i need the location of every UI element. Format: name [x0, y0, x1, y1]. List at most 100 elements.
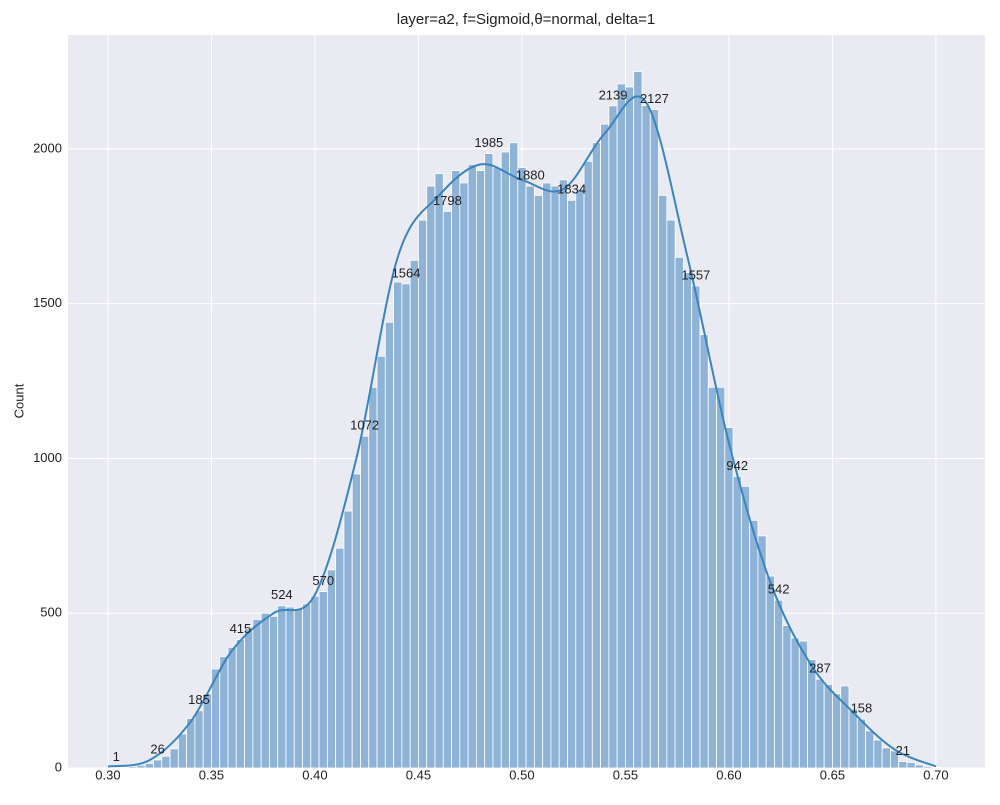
- y-tick-label: 2000: [33, 140, 62, 155]
- bar: [336, 548, 344, 768]
- bar: [625, 87, 633, 768]
- y-tick-label: 0: [55, 759, 62, 774]
- value-label: 524: [271, 587, 293, 602]
- bar: [319, 592, 327, 768]
- bar: [344, 511, 352, 768]
- bar: [808, 660, 816, 768]
- value-label: 1798: [433, 193, 462, 208]
- y-tick-label: 1500: [33, 295, 62, 310]
- bar: [932, 767, 940, 768]
- bar: [278, 606, 286, 768]
- value-label: 1985: [474, 135, 503, 150]
- bar: [692, 286, 700, 768]
- x-tick-label: 0.30: [95, 767, 120, 782]
- bar: [774, 600, 782, 768]
- bar: [245, 629, 253, 768]
- bar: [443, 211, 451, 768]
- value-label: 26: [150, 741, 164, 756]
- value-label: 1880: [516, 167, 545, 182]
- bar: [501, 152, 509, 768]
- bar: [228, 647, 236, 768]
- bar: [294, 609, 302, 768]
- bar: [899, 761, 907, 768]
- x-tick-label: 0.55: [613, 767, 638, 782]
- y-tick-label: 500: [40, 605, 62, 620]
- bar: [584, 161, 592, 768]
- y-tick-label: 1000: [33, 450, 62, 465]
- bar: [261, 613, 269, 768]
- bar: [468, 164, 476, 768]
- bar: [874, 740, 882, 768]
- x-tick-label: 0.35: [199, 767, 224, 782]
- bar: [153, 760, 161, 768]
- bar: [385, 322, 393, 768]
- bar: [758, 536, 766, 768]
- value-label: 287: [809, 661, 831, 676]
- value-label: 1557: [681, 267, 710, 282]
- bar: [799, 641, 807, 768]
- bar: [791, 638, 799, 768]
- bar: [253, 619, 261, 768]
- bar: [849, 709, 857, 768]
- bar: [427, 186, 435, 768]
- bar: [857, 719, 865, 768]
- value-label: 2127: [640, 91, 669, 106]
- bar: [741, 486, 749, 768]
- bar: [311, 596, 319, 768]
- bar: [402, 284, 410, 768]
- x-tick-label: 0.60: [716, 767, 741, 782]
- bar: [750, 520, 758, 768]
- value-label: 570: [312, 573, 334, 588]
- bar: [476, 171, 484, 768]
- bar: [369, 387, 377, 768]
- value-label: 2139: [599, 87, 628, 102]
- bar: [650, 110, 658, 768]
- bar: [460, 183, 468, 768]
- bar: [783, 626, 791, 768]
- value-label: 185: [188, 692, 210, 707]
- bar: [526, 186, 534, 768]
- bar: [286, 607, 294, 768]
- bar: [592, 143, 600, 768]
- bar: [220, 657, 228, 768]
- bar: [435, 174, 443, 768]
- bar: [816, 679, 824, 768]
- y-axis-label: Count: [11, 383, 26, 418]
- value-label: 415: [230, 621, 252, 636]
- bar: [534, 195, 542, 768]
- value-label: 1: [113, 749, 120, 764]
- bar: [352, 474, 360, 768]
- value-label: 542: [768, 582, 790, 597]
- bar: [824, 684, 832, 768]
- chart-title: layer=a2, f=Sigmoid,θ=normal, delta=1: [397, 11, 656, 28]
- value-label: 942: [726, 458, 748, 473]
- bar: [700, 335, 708, 768]
- bar: [601, 124, 609, 768]
- bar: [725, 428, 733, 768]
- bar: [485, 154, 493, 768]
- x-tick-label: 0.65: [820, 767, 845, 782]
- bar: [518, 167, 526, 768]
- bar: [360, 436, 368, 768]
- bar: [766, 576, 774, 768]
- bar: [145, 763, 153, 768]
- value-label: 1834: [557, 182, 586, 197]
- bar: [609, 106, 617, 768]
- bar: [559, 180, 567, 768]
- bar: [733, 476, 741, 768]
- bar: [452, 171, 460, 768]
- bar: [236, 640, 244, 768]
- bar: [659, 195, 667, 768]
- bar: [303, 604, 311, 768]
- bar: [195, 711, 203, 768]
- bar: [543, 183, 551, 768]
- bar: [327, 570, 335, 768]
- bar: [493, 167, 501, 768]
- bar: [137, 765, 145, 768]
- bar: [617, 84, 625, 768]
- x-tick-label: 0.70: [923, 767, 948, 782]
- bar: [882, 748, 890, 768]
- bar: [866, 731, 874, 768]
- bar: [510, 143, 518, 768]
- bar: [162, 756, 170, 768]
